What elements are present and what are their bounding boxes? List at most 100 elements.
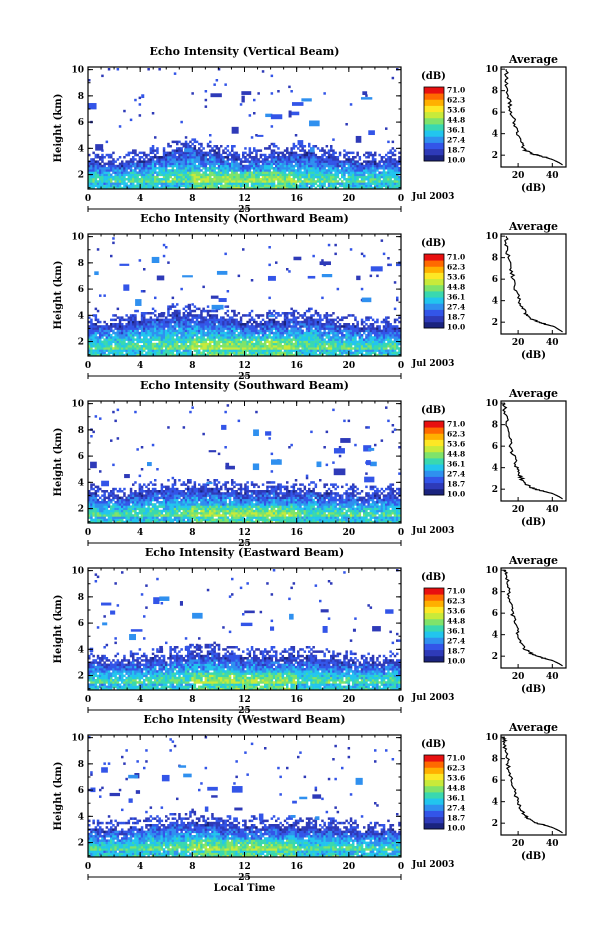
echo-cell [149, 160, 153, 163]
echo-cell [312, 178, 315, 181]
echo-cell [171, 151, 175, 155]
echo-cell [253, 158, 256, 161]
echo-cell [261, 351, 265, 355]
echo-cell [334, 336, 337, 339]
echo-cell [162, 180, 166, 183]
echo-cell [319, 327, 322, 330]
echo-cell [204, 158, 208, 161]
echo-cell [90, 334, 93, 337]
echo-cell [143, 180, 146, 183]
echo-cell [330, 167, 333, 170]
echo-cell [215, 160, 219, 163]
echo-cell [312, 314, 315, 317]
echo-cell [393, 182, 397, 185]
echo-cell [338, 347, 342, 350]
echo-cell [327, 171, 331, 174]
echo-cell [367, 180, 370, 183]
echo-cell [266, 334, 269, 337]
echo-cell [169, 182, 172, 185]
echo-cell [352, 342, 355, 346]
echo-cell [107, 338, 111, 341]
echo-cell [349, 347, 353, 350]
echo-cell [202, 349, 205, 352]
echo-cell [356, 353, 359, 357]
echo-cell [147, 351, 150, 355]
echo-cell [123, 186, 126, 190]
echo-cell [169, 162, 172, 166]
echo-cell [121, 173, 124, 177]
echo-cell [261, 184, 265, 188]
echo-cell [314, 327, 318, 330]
echo-cell [294, 169, 298, 172]
echo-cell [250, 342, 254, 346]
echo-cell [389, 329, 392, 333]
echo-cell [305, 171, 309, 174]
echo-cell [202, 327, 205, 330]
echo-cell [259, 331, 263, 335]
echo-cell [107, 180, 111, 183]
echo-cell [158, 164, 161, 168]
echo-cell [165, 182, 168, 185]
echo-cell [233, 342, 236, 346]
echo-cell [169, 145, 172, 148]
echo-cell [343, 149, 346, 152]
echo-cell [369, 274, 373, 278]
echo-cell [198, 182, 201, 185]
echo-cell [187, 151, 190, 155]
echo-cell [336, 158, 340, 161]
echo-cell [211, 349, 214, 352]
echo-cell [345, 123, 348, 126]
echo-cell [277, 162, 280, 166]
echo-cell [107, 329, 111, 333]
echo-cell [393, 158, 397, 161]
echo-cell [316, 349, 320, 352]
echo-cell [195, 167, 199, 170]
echo-cell [189, 158, 192, 161]
echo-cell [257, 353, 260, 357]
echo-cell [356, 175, 359, 179]
echo-cell [202, 173, 205, 177]
echo-cell [321, 182, 324, 185]
echo-cell [176, 336, 179, 339]
echo-cell [118, 173, 122, 177]
echo-cell [125, 171, 128, 174]
echo-cell [257, 334, 260, 337]
echo-cell [187, 180, 190, 183]
echo-cell [90, 327, 93, 330]
echo-cell [301, 162, 304, 166]
echo-cell [323, 349, 326, 352]
echo-cell [136, 334, 139, 337]
echo-cell [378, 338, 381, 341]
echo-cell [292, 309, 296, 313]
echo-cell [365, 318, 368, 322]
echo-cell [382, 182, 386, 185]
echo-cell [222, 169, 225, 172]
echo-cell [147, 186, 150, 190]
echo-cell [352, 180, 355, 183]
echo-cell [244, 347, 247, 350]
echo-cell [125, 345, 128, 348]
echo-cell [253, 347, 256, 350]
echo-cell [90, 171, 93, 174]
echo-cell [204, 178, 208, 181]
echo-cell [264, 178, 267, 181]
echo-cell [261, 178, 265, 181]
echo-cell [182, 164, 186, 168]
echo-cell [299, 169, 302, 172]
echo-cell [314, 158, 318, 161]
echo-cell [209, 351, 212, 355]
echo-cell [345, 171, 348, 174]
echo-cell [99, 294, 102, 297]
echo-cell [112, 184, 115, 188]
echo-cell [299, 314, 302, 317]
echo-cell [312, 347, 315, 350]
echo-cell [275, 345, 278, 348]
echo-cell [398, 263, 401, 267]
echo-cell [154, 351, 157, 355]
echo-cell [145, 338, 148, 341]
echo-cell [314, 156, 318, 159]
echo-cell [283, 351, 287, 355]
echo-cell [173, 173, 177, 177]
echo-cell [369, 331, 373, 335]
echo-patch [210, 295, 219, 299]
